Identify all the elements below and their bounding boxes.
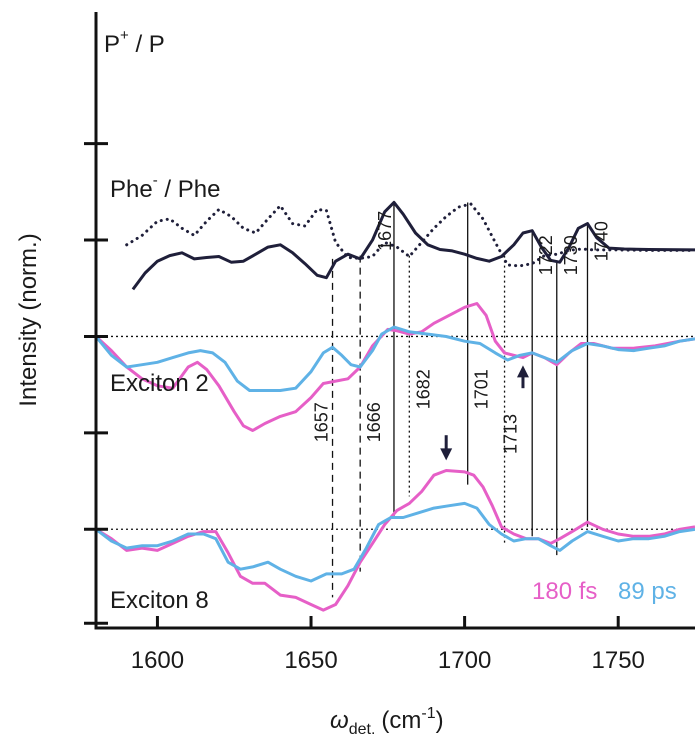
- wavenumber-label-1730: 1730: [561, 235, 581, 275]
- x-tick-label-1600: 1600: [131, 647, 184, 674]
- wavenumber-label-1666: 1666: [364, 402, 384, 442]
- axes: [94, 12, 695, 630]
- series-exciton-8-89-ps: [95, 501, 695, 583]
- wavenumber-label-1722: 1722: [536, 235, 556, 275]
- x-axis-title: ωdet. (cm-1): [330, 705, 444, 738]
- series-exciton-8-180-fs: [95, 469, 695, 612]
- x-tick-label-1700: 1700: [438, 647, 491, 674]
- panel-label-exciton-2: Exciton 2: [110, 370, 209, 397]
- reference-lines: [96, 202, 695, 598]
- wavenumber-labels: 1657 1666 1677 1682 1701 1713 1722 1730 1740: [312, 211, 612, 454]
- x-axis-unit-exponent: -1: [421, 705, 435, 722]
- ticks: 1600 1650 1700 1750: [84, 142, 645, 674]
- x-tick-label-1750: 1750: [592, 647, 645, 674]
- arrow-head-up: [516, 365, 529, 378]
- y-axis-title: Intensity (norm.): [15, 233, 42, 406]
- series-layer: [94, 200, 695, 612]
- x-axis-symbol: ω: [330, 707, 349, 734]
- wavenumber-label-1701: 1701: [472, 369, 492, 409]
- legend-180fs: 180 fs: [532, 578, 597, 605]
- x-tick-label-1650: 1650: [284, 647, 337, 674]
- arrows: [440, 365, 529, 461]
- arrow-head-down: [440, 448, 453, 461]
- panel-label-phe-minus: Phe- / Phe: [110, 172, 220, 203]
- x-axis-unit-close: ): [436, 707, 444, 734]
- panel-label-exciton-8: Exciton 8: [110, 587, 209, 614]
- legend-89ps: 89 ps: [618, 578, 677, 605]
- panel-label-p-plus: P+ / P: [104, 27, 165, 58]
- series-p-p: [125, 202, 695, 268]
- wavenumber-label-1677: 1677: [375, 211, 395, 251]
- series-exciton-2-89-ps: [94, 325, 695, 392]
- wavenumber-label-1713: 1713: [501, 414, 521, 454]
- wavenumber-label-1682: 1682: [413, 369, 433, 409]
- x-axis-unit: (cm: [381, 707, 421, 734]
- series-exciton-2-180-fs: [94, 302, 695, 432]
- legend: 180 fs 89 ps: [532, 578, 677, 605]
- wavenumber-label-1657: 1657: [312, 402, 332, 442]
- series-phe-phe: [131, 200, 695, 291]
- x-axis-subscript: det.: [349, 721, 376, 738]
- wavenumber-label-1740: 1740: [592, 221, 612, 261]
